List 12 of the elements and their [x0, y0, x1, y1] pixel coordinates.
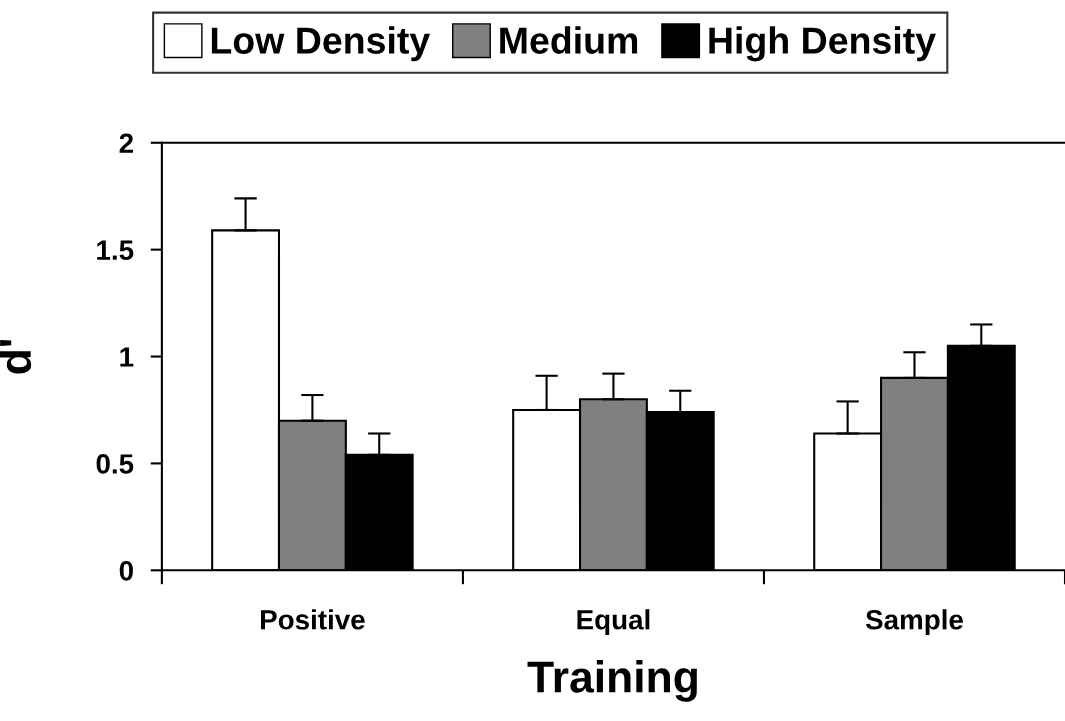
- legend-label: Low Density: [211, 26, 431, 62]
- y-tick-label: 0: [119, 560, 133, 581]
- y-tick-label: 1: [120, 347, 134, 367]
- y-tick-label: 2: [119, 133, 133, 153]
- legend-label: High Density: [709, 26, 936, 62]
- y-tick-label: 0.5: [96, 454, 134, 474]
- x-tick-label: Sample: [865, 609, 963, 636]
- x-tick-label: Equal: [577, 609, 650, 636]
- x-tick-label: Positive: [261, 609, 365, 630]
- legend-label: Medium: [500, 26, 638, 54]
- y-tick-label: 1.5: [97, 240, 134, 260]
- x-axis-title: Training: [527, 660, 697, 702]
